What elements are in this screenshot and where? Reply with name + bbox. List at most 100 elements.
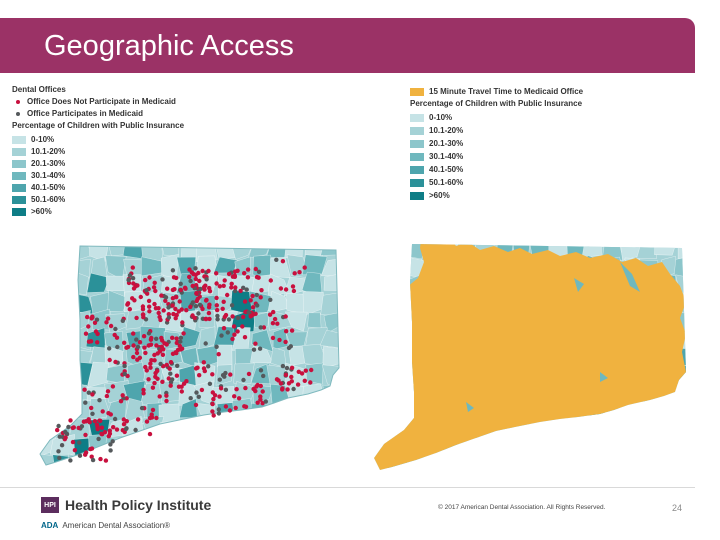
dental-office-marker [57,455,62,461]
dental-office-marker [115,344,120,350]
dental-office-marker [295,382,301,387]
town-region [384,399,410,423]
dental-office-marker [261,373,266,379]
dental-office-marker [147,275,152,280]
dental-office-marker [249,313,255,318]
dental-office-marker [155,368,160,374]
town-region [587,435,607,456]
dental-office-marker [177,343,182,349]
slide-title: Geographic Access [44,30,294,62]
dental-office-marker [118,399,124,404]
dental-office-marker [68,458,73,463]
color-swatch [410,179,424,187]
dental-office-marker [296,369,301,374]
dental-office-marker [175,347,181,353]
legend-range: 10.1-20% [410,127,463,135]
color-swatch [410,114,424,122]
dental-office-marker [278,381,284,386]
dental-office-marker [196,311,201,316]
town-region [374,362,390,385]
dental-office-marker [206,364,211,369]
town-region [553,456,571,470]
dental-office-marker [230,314,235,319]
dental-office-marker [291,386,296,392]
dental-office-marker [112,416,118,422]
dental-office-marker [131,343,136,348]
dental-office-marker [232,394,237,399]
dental-office-marker [241,377,246,383]
legend-label: 15 Minute Travel Time to Medicaid Office [429,87,584,96]
town-region [302,398,328,422]
town-region [581,244,602,258]
town-region [325,399,339,424]
dental-office-marker [193,402,199,408]
dental-office-marker [190,300,195,305]
dental-office-marker [167,366,172,371]
dental-office-marker [191,271,196,277]
town-region [194,415,219,442]
dental-office-marker [153,288,158,294]
town-region [637,223,662,243]
dental-office-marker [171,311,176,317]
dental-office-marker [292,271,297,276]
dental-office-marker [193,276,198,282]
town-region [141,416,164,439]
town-region [40,246,55,259]
dental-office-marker [134,315,139,321]
legend-range: 40.1-50% [12,184,65,192]
color-swatch [12,160,26,168]
town-region [177,438,199,458]
legend-range: 30.1-40% [12,172,65,180]
dental-office-marker [77,440,82,445]
town-region [86,272,110,293]
dental-office-marker [160,277,165,282]
town-region [550,222,572,238]
dental-office-marker [172,287,177,292]
hpi-logo-icon: HPI [41,497,59,513]
town-region [161,254,179,279]
dental-office-marker [268,278,273,283]
dental-office-marker [68,418,73,423]
town-region [266,456,289,465]
dental-office-marker [308,380,313,385]
town-region [340,381,344,406]
dental-office-marker [233,405,238,411]
town-region [604,437,626,460]
dental-office-marker [236,396,242,401]
legend-range: 50.1-60% [410,179,463,187]
dental-office-marker [251,347,257,352]
dental-office-marker [180,320,185,325]
dental-office-marker [56,423,61,429]
town-region [321,423,339,438]
town-region [320,434,339,454]
dental-office-marker [124,419,129,424]
town-region [618,435,639,460]
dental-office-marker [135,344,141,350]
dental-office-marker [161,308,166,313]
town-region [622,222,642,242]
town-region [320,291,339,316]
dental-office-marker [267,312,273,317]
dental-office-marker [241,285,246,290]
dental-office-marker [124,396,129,401]
dental-office-marker [146,298,152,304]
dental-office-marker [229,281,234,286]
town-region [40,363,58,389]
town-region [426,222,442,242]
legend-range: 10.1-20% [12,148,65,156]
town-region [236,437,255,460]
town-region [341,310,344,331]
town-region [49,315,74,333]
dental-office-marker [222,374,227,379]
town-region [160,439,184,457]
gray-dot-icon [16,112,20,116]
legend-range: 20.1-30% [12,160,65,168]
town-region [421,453,445,470]
dental-office-marker [121,422,127,427]
legend-label: 50.1-60% [429,178,464,187]
dental-office-marker [90,457,96,463]
color-swatch [410,127,424,135]
dental-office-marker [143,277,148,283]
dental-office-marker [160,352,166,357]
dental-office-marker [270,321,276,326]
